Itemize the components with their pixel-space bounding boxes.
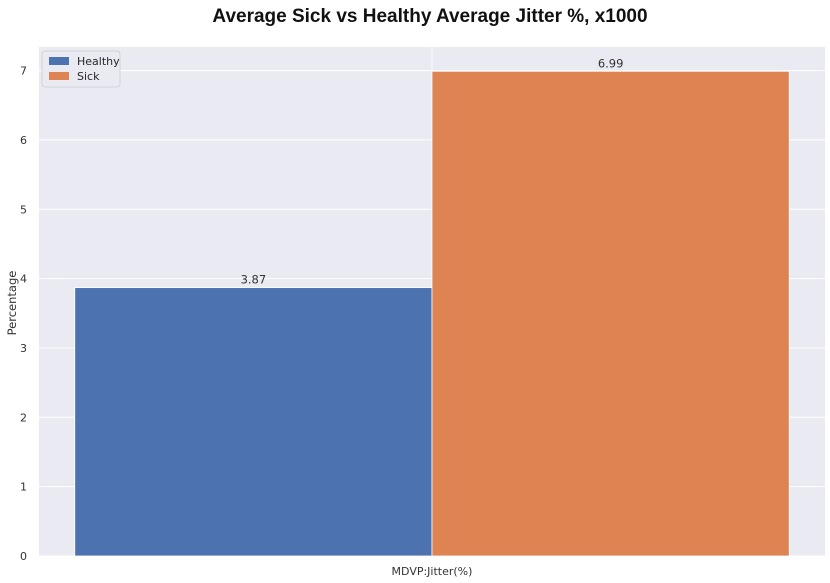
bars — [74, 70, 790, 557]
y-tick-label: 1 — [20, 481, 27, 494]
chart-title: Average Sick vs Healthy Average Jitter %… — [212, 6, 647, 27]
bar-healthy — [74, 287, 433, 557]
bar-value-label: 3.87 — [241, 273, 267, 287]
bar-sick — [431, 70, 790, 557]
legend-label-sick: Sick — [77, 70, 100, 83]
x-axis-ticks: MDVP:Jitter(%) — [392, 565, 473, 578]
y-axis-ticks: 0 1 2 3 4 5 6 7 — [20, 65, 27, 563]
y-tick-label: 2 — [20, 411, 27, 424]
y-tick-label: 6 — [20, 134, 27, 147]
x-tick-label: MDVP:Jitter(%) — [392, 565, 473, 578]
legend-swatch-healthy — [49, 57, 69, 65]
y-tick-label: 5 — [20, 203, 27, 216]
y-tick-label: 7 — [20, 65, 27, 78]
legend: Healthy Sick — [41, 50, 121, 88]
y-tick-label: 3 — [20, 342, 27, 355]
bar-value-label: 6.99 — [598, 56, 624, 70]
legend-label-healthy: Healthy — [77, 55, 120, 68]
y-tick-label: 4 — [20, 273, 27, 286]
y-axis-label: Percentage — [5, 271, 19, 336]
legend-swatch-sick — [49, 72, 69, 80]
y-tick-label: 0 — [20, 550, 27, 563]
bar-value-labels: 3.87 6.99 — [241, 56, 624, 286]
